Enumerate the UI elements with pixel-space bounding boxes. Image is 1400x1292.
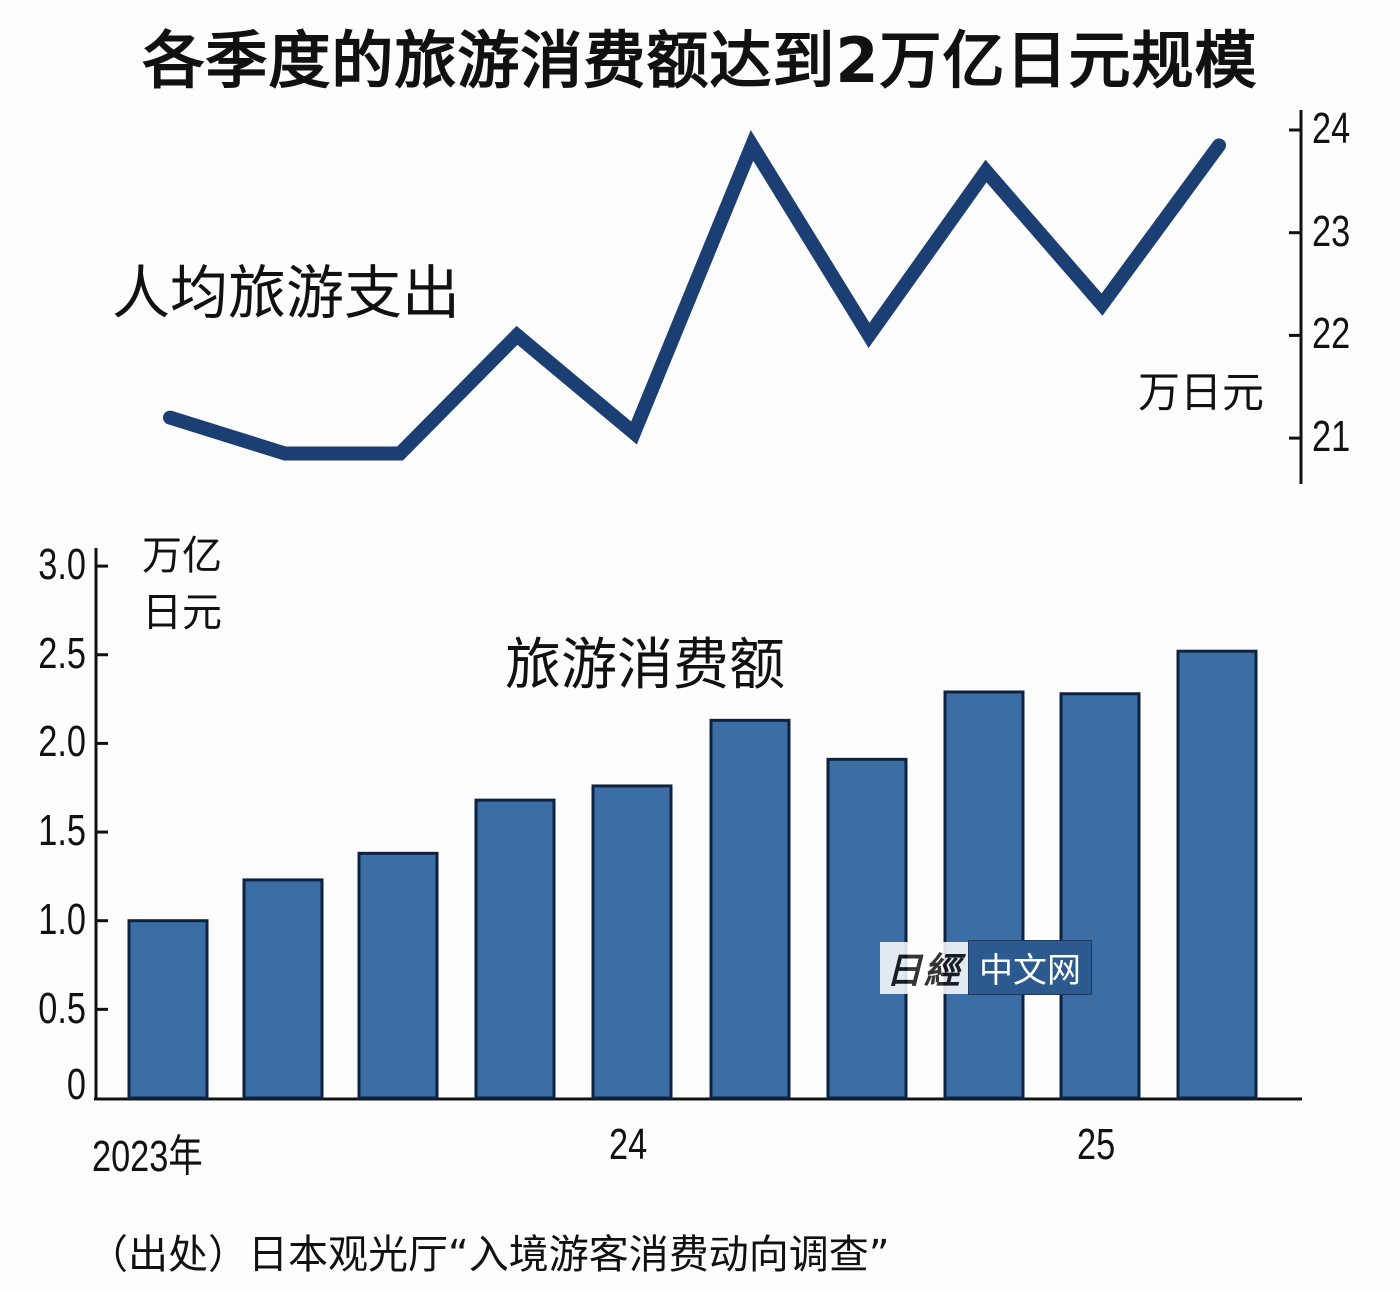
bar-y-tick-1.0: 1.0 (38, 895, 86, 944)
bar-y-tick-0: 0 (66, 1060, 86, 1109)
bar-2025Q2 (1176, 649, 1258, 1100)
line-y-tick-24: 24 (1312, 104, 1351, 153)
line-chart-unit: 万日元 (1138, 368, 1265, 417)
bar-2024Q3 (826, 757, 908, 1100)
line-series-per-capita-spending (163, 130, 1226, 461)
line-y-tick-23: 23 (1312, 207, 1351, 256)
line-chart-label: 人均旅游支出 (112, 259, 461, 327)
x-tick-24: 24 (609, 1120, 648, 1169)
watermark: 日經 中文网 (880, 940, 1093, 995)
source-note: （出处）日本观光厅“入境游客消费动向调查” (88, 1232, 890, 1278)
bar-chart-label: 旅游消费额 (505, 633, 785, 698)
bar-y-tick-1.5: 1.5 (38, 806, 86, 855)
bar-2024Q4 (943, 690, 1025, 1100)
bar-y-tick-2.5: 2.5 (38, 629, 86, 678)
bar-2025Q1 (1059, 692, 1141, 1100)
x-tick-25: 25 (1077, 1120, 1116, 1169)
bar-2024Q2 (709, 718, 791, 1100)
line-y-tick-21: 21 (1312, 412, 1351, 461)
line-chart-ticks (1289, 128, 1301, 440)
bar-chart-unit-line2: 日元 (142, 590, 222, 636)
bar-y-tick-0.5: 0.5 (38, 984, 86, 1033)
bar-series-tourism-spending (127, 649, 1258, 1100)
bar-2023Q3 (357, 851, 439, 1100)
x-tick-2023: 2023年 (92, 1132, 203, 1181)
bar-2023Q2 (242, 878, 324, 1100)
bar-chart-unit-line1: 万亿 (142, 533, 222, 579)
bar-chart-ticks (96, 564, 108, 1011)
line-y-tick-22: 22 (1312, 309, 1351, 358)
bar-2023Q4 (474, 798, 556, 1100)
watermark-logo: 日經 (880, 941, 969, 994)
bar-2023Q1 (127, 919, 209, 1100)
bar-2024Q1 (591, 784, 673, 1100)
chart-title: 各季度的旅游消费额达到2万亿日元规模 (142, 24, 1258, 97)
bar-y-tick-3.0: 3.0 (38, 540, 86, 589)
bar-y-tick-2.0: 2.0 (38, 717, 86, 766)
watermark-text: 中文网 (968, 940, 1093, 995)
